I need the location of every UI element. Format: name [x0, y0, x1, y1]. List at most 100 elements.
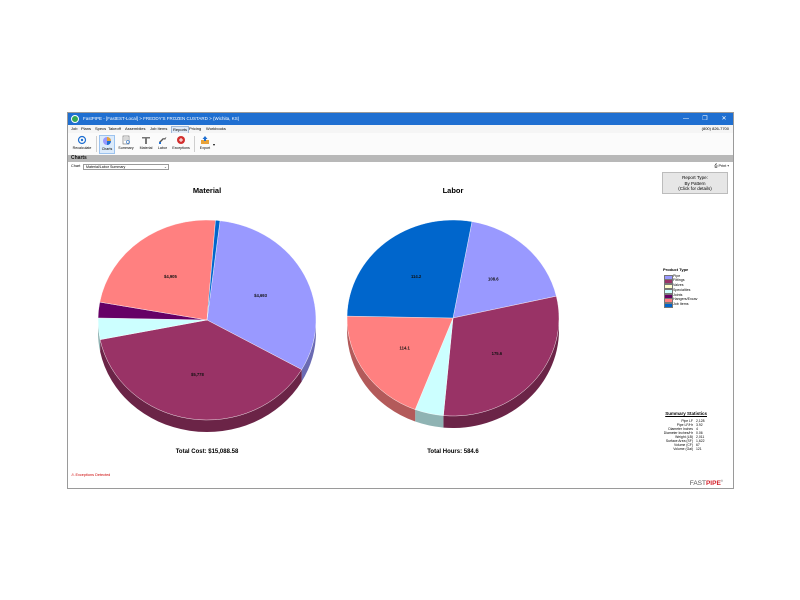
legend-label: Hangers/Excav — [673, 297, 698, 302]
summary-value: 121 — [696, 447, 702, 451]
exceptions-icon — [177, 136, 185, 144]
menu-specs[interactable]: Specs — [95, 126, 107, 131]
pie-slice-fittings — [99, 319, 302, 421]
summary-key: Surface Area (SF) — [665, 439, 693, 443]
labor-button[interactable]: Labor — [156, 135, 169, 154]
pie-slice-job-items — [346, 219, 473, 319]
pie-slice-side — [301, 320, 316, 382]
pie-slice-side — [346, 318, 416, 422]
pie-slice-hangers-excav — [99, 219, 216, 321]
maximize-button[interactable]: ❐ — [702, 116, 708, 122]
pie-slice-pipe — [452, 221, 557, 319]
summary-key: Pipe LF/Hr — [676, 423, 693, 427]
menu-workbooks[interactable]: Workbooks — [206, 126, 226, 131]
charts-button[interactable]: Charts — [99, 135, 115, 154]
menu-assemblies[interactable]: Assemblies — [125, 126, 146, 131]
summary-key: Weight (LB) — [675, 435, 693, 439]
pie-slice-side — [100, 339, 302, 432]
report-type-button[interactable]: Report Type: By Pattern (Click for detai… — [662, 172, 728, 194]
chart-title: Labor — [443, 186, 464, 195]
warning-icon: ⚠ — [71, 473, 75, 477]
export-dropdown-chevron-icon[interactable]: ▾ — [213, 142, 216, 147]
chart-select-label: Chart — [71, 164, 81, 168]
menu-job[interactable]: Job — [71, 126, 78, 131]
summary-title: Summary Statistics — [665, 411, 707, 416]
legend-label: Specialties — [673, 287, 691, 292]
legend-item: Job Items — [663, 302, 733, 308]
summary-rows: Pipe LF 2,128 Pipe LF/Hr 3.92 Diameter Inche… — [643, 419, 713, 451]
charts-area: $4,693 $5,778 $4,905 Material Total Cost: $1… — [97, 186, 560, 455]
summary-row: Diameter Inches 4 — [643, 427, 713, 431]
summary-statistics: Summary Statistics Pipe LF 2,128 Pipe LF/H… — [643, 411, 713, 451]
app-logo-icon — [71, 115, 79, 123]
chart-type-value: Material/Labor Summary — [86, 164, 126, 169]
labor-pie-chart: 108.6 175.6 114.1 114.2 Labor Total Hours: 58… — [346, 186, 560, 455]
pie-chart-icon — [103, 137, 111, 145]
support-phone: (800) 826-7700 — [701, 126, 729, 131]
export-label: Export — [199, 146, 211, 150]
material-button[interactable]: Material — [137, 135, 155, 154]
pie-slice-fittings — [443, 295, 560, 417]
summary-value: 4 — [696, 427, 698, 431]
minimize-button[interactable]: — — [683, 116, 689, 122]
menu-job-items[interactable]: Job Items — [150, 126, 168, 131]
pie-data-label: 114.1 — [400, 346, 411, 351]
chart-type-dropdown[interactable]: Material/Labor Summary ⌄ — [83, 163, 169, 170]
summary-key: Pipe LF — [681, 419, 693, 423]
chart-total: Total Hours: 584.6 — [427, 449, 479, 455]
exceptions-status[interactable]: ⚠ Exceptions Detected — [71, 472, 110, 477]
legend-swatch — [664, 274, 673, 280]
recalculate-label: Recalculate — [72, 146, 92, 150]
legend-label: Valves — [673, 283, 684, 288]
chart-title: Material — [193, 186, 221, 195]
summary-row: Pipe LF 2,128 — [643, 419, 713, 423]
pie-slice-job-items — [206, 220, 221, 321]
summary-button[interactable]: Summary — [117, 135, 135, 154]
pie-data-label: $4,693 — [254, 293, 267, 298]
summary-value: 0.06 — [696, 431, 703, 435]
menu-pricing[interactable]: Pricing — [189, 126, 202, 131]
exceptions-label: Exceptions — [172, 146, 190, 150]
legend-swatch — [664, 284, 673, 290]
exceptions-button[interactable]: Exceptions — [170, 135, 192, 154]
pie-data-label: 175.6 — [492, 351, 503, 356]
export-icon — [201, 136, 209, 144]
print-button[interactable]: ⎙ Print ▾ — [714, 164, 729, 168]
close-button[interactable]: ✕ — [721, 116, 727, 122]
legend-item: Hangers/Excav — [663, 297, 733, 304]
logo-text-pipe: PIPE — [705, 480, 721, 488]
chart-selector-bar: Chart Material/Labor Summary ⌄ ⎙ Print ▾ — [68, 162, 733, 171]
recalculate-icon — [77, 135, 87, 145]
pie-data-label: 108.6 — [488, 277, 499, 282]
toolbar-separator — [194, 136, 195, 152]
recalculate-button[interactable]: Recalculate — [70, 135, 94, 154]
menu-plans[interactable]: Plans — [81, 126, 92, 131]
material-pie-chart: $4,693 $5,778 $4,905 Material Total Cost: $1… — [97, 186, 317, 455]
summary-key: Diameter Inches — [668, 427, 693, 431]
chart-total: Total Cost: $15,088.58 — [176, 449, 239, 455]
title-bar: FastPIPE - [FastEST-Local] > FREDDY'S FR… — [68, 113, 733, 125]
pie-slice-hangers-excav — [346, 315, 454, 410]
menu-bar: Job Plans Specs Takeoff Assemblies Job I… — [68, 125, 733, 134]
menu-takeoff[interactable]: Takeoff — [108, 126, 121, 131]
legend-swatch — [664, 288, 673, 294]
summary-key: Volume (Gal) — [673, 447, 693, 451]
legend-swatch — [664, 302, 673, 308]
charts-label: Charts — [101, 147, 113, 151]
window-title: FastPIPE - [FastEST-Local] > FREDDY'S FR… — [83, 116, 240, 121]
summary-value: 3.92 — [696, 423, 703, 427]
printer-icon: ⎙ — [714, 164, 718, 168]
legend-item: Joints — [663, 293, 733, 299]
summary-value: 2,128 — [696, 419, 705, 423]
export-button[interactable]: Export — [197, 135, 213, 154]
legend-title: Product Type — [663, 267, 689, 272]
report-type-line1: Report Type: — [682, 175, 708, 180]
legend-items: Pipe Fittings Valves Specialties Joints Hange… — [663, 274, 733, 308]
legend-label: Fittings — [673, 278, 685, 283]
report-type-line2: By Pattern — [684, 180, 706, 186]
summary-value: 67 — [696, 443, 700, 447]
labor-label: Labor — [157, 146, 168, 150]
summary-label: Summary — [118, 146, 134, 150]
pie-data-label: $4,905 — [164, 274, 177, 279]
summary-value: 1,622 — [696, 439, 705, 443]
